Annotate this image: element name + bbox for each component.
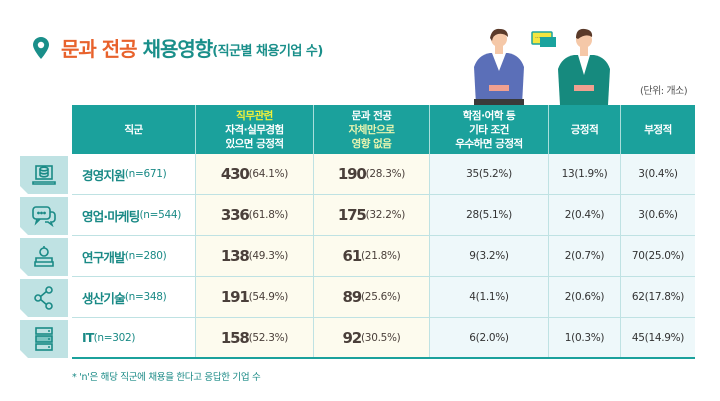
svg-text:···: ··· xyxy=(535,35,541,42)
value-no-effect: 61 xyxy=(342,247,363,265)
share-nodes-icon xyxy=(20,279,68,317)
value-related: 336 xyxy=(220,206,250,224)
value-related: 138 xyxy=(220,247,250,265)
page-title: 문과 전공 채용영향 (직군별 채용기업 수) xyxy=(33,33,323,62)
value-related: 158 xyxy=(220,328,250,347)
value-positive: 2(0.6%) xyxy=(549,277,621,317)
value-related: 191 xyxy=(220,288,250,306)
table-header-row: 직군 직무관련 자격·실무경험 있으면 긍정적 문과 전공 자체만으로 영향 없… xyxy=(72,105,695,154)
column-header-other-conditions: 학점·어학 등 기타 조건 우수하면 긍정적 xyxy=(430,105,549,154)
value-other: 6(2.0%) xyxy=(430,318,549,357)
job-n: (n=544) xyxy=(139,209,182,221)
location-pin-icon xyxy=(33,36,49,59)
column-header-job: 직군 xyxy=(72,105,196,154)
title-part-teal: 채용영향 xyxy=(142,37,214,61)
value-negative: 62(17.8%) xyxy=(621,277,695,317)
value-positive: 1(0.3%) xyxy=(549,318,621,357)
value-other: 35(5.2%) xyxy=(430,154,549,194)
table-row: 영업·마케팅 (n=544) 336 (61.8%) 175 (32.2%) 28(5… xyxy=(20,195,695,236)
value-negative: 3(0.4%) xyxy=(621,154,695,194)
job-n: (n=302) xyxy=(93,331,136,344)
value-other: 4(1.1%) xyxy=(430,277,549,317)
job-n: (n=280) xyxy=(124,250,167,262)
job-name: IT xyxy=(82,330,94,345)
value-other: 9(3.2%) xyxy=(430,236,549,276)
interview-illustration: ··· xyxy=(470,25,630,105)
column-header-related-experience: 직무관련 자격·실무경험 있으면 긍정적 xyxy=(196,105,314,154)
footnote: * 'n'은 해당 직군에 채용을 한다고 응답한 기업 수 xyxy=(72,372,261,383)
value-related: 430 xyxy=(220,165,250,183)
value-no-effect: 175 xyxy=(337,206,367,224)
value-negative: 70(25.0%) xyxy=(621,236,695,276)
table-row: 경영지원 (n=671) 430 (64.1%) 190 (28.3%) 35(5.2… xyxy=(20,154,695,195)
value-no-effect: 190 xyxy=(337,165,367,183)
column-header-negative: 부정적 xyxy=(644,123,672,136)
data-table: 직군 직무관련 자격·실무경험 있으면 긍정적 문과 전공 자체만으로 영향 없… xyxy=(20,105,695,359)
job-name: 영업·마케팅 xyxy=(82,208,140,224)
value-negative: 45(14.9%) xyxy=(621,318,695,357)
job-n: (n=348) xyxy=(124,291,167,303)
value-positive: 2(0.7%) xyxy=(549,236,621,276)
job-name: 경영지원 xyxy=(82,167,126,183)
column-header-no-effect: 문과 전공 자체만으로 영향 없음 xyxy=(314,105,430,154)
apple-books-icon xyxy=(20,238,68,276)
database-laptop-icon xyxy=(20,156,68,194)
title-subtitle: (직군별 채용기업 수) xyxy=(212,44,323,59)
column-header-positive: 긍정적 xyxy=(549,105,621,154)
value-other: 28(5.1%) xyxy=(430,195,549,235)
chat-bubbles-icon xyxy=(20,197,68,235)
table-row: IT (n=302) 158 (52.3%) 92 (30.5%) 6(2.0%) 1… xyxy=(20,318,695,359)
value-no-effect: 89 xyxy=(342,288,363,306)
value-positive: 13(1.9%) xyxy=(549,154,621,194)
server-icon xyxy=(20,320,68,358)
table-row: 생산기술 (n=348) 191 (54.9%) 89 (25.6%) 4(1.1%)… xyxy=(20,277,695,318)
job-n: (n=671) xyxy=(124,168,167,180)
table-row: 연구개발 (n=280) 138 (49.3%) 61 (21.8%) 9(3.2%)… xyxy=(20,236,695,277)
unit-label: (단위: 개소) xyxy=(640,86,688,97)
value-no-effect: 92 xyxy=(342,328,363,347)
value-positive: 2(0.4%) xyxy=(549,195,621,235)
title-part-orange: 문과 전공 xyxy=(61,37,138,61)
value-negative: 3(0.6%) xyxy=(621,195,695,235)
job-name: 연구개발 xyxy=(82,249,126,265)
job-name: 생산기술 xyxy=(82,290,126,306)
